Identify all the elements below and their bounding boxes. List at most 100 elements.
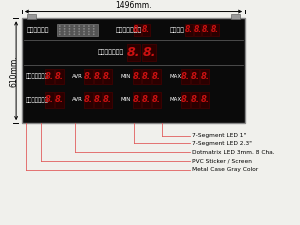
Text: ช่วงที่: ช่วงที่ [116, 27, 142, 33]
Text: น้ำหนัก: น้ำหนัก [98, 50, 124, 55]
Text: 8.: 8. [103, 72, 112, 81]
Circle shape [78, 31, 80, 32]
Bar [55, 69, 64, 84]
Bar [94, 69, 103, 84]
Circle shape [74, 31, 75, 32]
Circle shape [69, 28, 70, 30]
Text: 610mm.: 610mm. [10, 55, 19, 87]
Text: 8.: 8. [202, 25, 210, 34]
Circle shape [93, 28, 94, 30]
Bar [142, 24, 150, 36]
Circle shape [83, 31, 85, 32]
Circle shape [64, 25, 65, 27]
Circle shape [83, 28, 85, 30]
Text: 8.: 8. [181, 72, 190, 81]
Bar [133, 69, 141, 84]
Text: 8.: 8. [142, 72, 151, 81]
Circle shape [59, 25, 61, 27]
Bar [230, 14, 240, 19]
Text: 8.: 8. [190, 95, 200, 104]
Text: 8.: 8. [152, 95, 161, 104]
Circle shape [69, 33, 70, 35]
Text: Dotmatrix LED 3mm. 8 Cha.: Dotmatrix LED 3mm. 8 Cha. [192, 150, 274, 155]
Bar [191, 69, 200, 84]
Circle shape [64, 28, 65, 30]
Bar [202, 24, 210, 36]
Text: 8.: 8. [190, 72, 200, 81]
Bar [133, 92, 141, 108]
Circle shape [69, 31, 70, 32]
Bar [55, 92, 64, 108]
Circle shape [64, 31, 65, 32]
Circle shape [74, 25, 75, 27]
Text: 8.: 8. [45, 72, 54, 81]
Text: 8.: 8. [84, 72, 93, 81]
Bar [103, 69, 112, 84]
Circle shape [93, 31, 94, 32]
Bar [211, 24, 219, 36]
Circle shape [78, 33, 80, 35]
Circle shape [78, 25, 80, 27]
Bar [84, 92, 93, 108]
Text: 8.: 8. [84, 95, 93, 104]
Bar [57, 24, 98, 36]
Text: 8.: 8. [133, 25, 141, 34]
Text: ช่องที่: ช่องที่ [26, 97, 49, 103]
Text: MAX: MAX [169, 97, 181, 102]
Text: 8.: 8. [127, 46, 140, 59]
Text: 8.: 8. [94, 95, 103, 104]
Text: AVR: AVR [72, 97, 83, 102]
Bar [84, 69, 93, 84]
Text: 8.: 8. [142, 95, 151, 104]
Text: PVC Sticker / Screen: PVC Sticker / Screen [192, 158, 252, 163]
Circle shape [59, 28, 61, 30]
Text: MIN: MIN [121, 74, 131, 79]
Text: 8.: 8. [200, 72, 209, 81]
Text: 8.: 8. [211, 25, 219, 34]
Text: 8.: 8. [200, 95, 209, 104]
Text: 8.: 8. [55, 72, 64, 81]
Text: 1496mm.: 1496mm. [115, 1, 152, 10]
Bar [45, 69, 54, 84]
Bar [134, 24, 141, 36]
Text: 8.: 8. [152, 72, 161, 81]
Text: 7-Segment LED 1": 7-Segment LED 1" [192, 133, 246, 138]
Circle shape [64, 33, 65, 35]
Text: MAX: MAX [169, 74, 181, 79]
Text: 8.: 8. [194, 25, 202, 34]
Bar [142, 92, 151, 108]
Bar [152, 92, 161, 108]
Bar [200, 92, 209, 108]
Circle shape [69, 25, 70, 27]
Bar [181, 92, 190, 108]
Bar [127, 44, 140, 61]
Bar [200, 69, 209, 84]
Text: 8.: 8. [132, 95, 141, 104]
Bar [142, 69, 151, 84]
Text: 8.: 8. [45, 95, 54, 104]
Text: ช่องที่: ช่องที่ [26, 74, 49, 79]
Text: 7-Segment LED 2.3": 7-Segment LED 2.3" [192, 141, 252, 146]
Text: Metal Case Gray Color: Metal Case Gray Color [192, 167, 258, 172]
Circle shape [93, 25, 94, 27]
Text: 8.: 8. [103, 95, 112, 104]
Bar [142, 44, 156, 61]
Bar [181, 69, 190, 84]
Text: 8.: 8. [94, 72, 103, 81]
Circle shape [74, 28, 75, 30]
Text: 8.: 8. [142, 46, 156, 59]
Text: 8.: 8. [55, 95, 64, 104]
Circle shape [59, 31, 61, 32]
Circle shape [93, 33, 94, 35]
Bar [185, 24, 193, 36]
Bar [27, 14, 37, 19]
Bar [152, 69, 161, 84]
Circle shape [83, 33, 85, 35]
Text: MIN: MIN [121, 97, 131, 102]
Bar [45, 92, 54, 108]
Circle shape [74, 33, 75, 35]
Bar [194, 24, 201, 36]
Text: เวลา: เวลา [169, 27, 184, 33]
Bar [94, 92, 103, 108]
Circle shape [88, 25, 90, 27]
